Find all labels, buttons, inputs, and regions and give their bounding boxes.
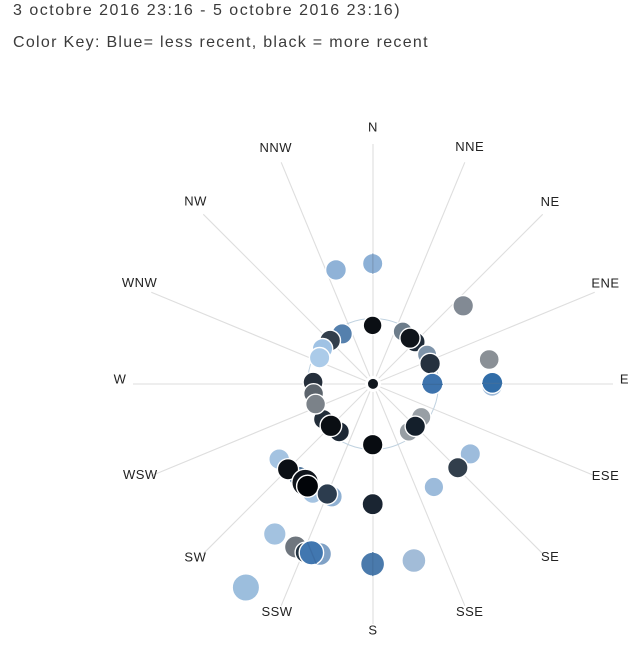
svg-text:E: E (620, 372, 629, 387)
svg-text:WNW: WNW (122, 275, 158, 290)
svg-text:S: S (368, 623, 377, 638)
svg-text:N: N (368, 120, 378, 135)
svg-text:NW: NW (184, 194, 207, 209)
svg-text:SSW: SSW (261, 604, 292, 619)
svg-text:ESE: ESE (592, 468, 620, 483)
svg-text:ENE: ENE (591, 275, 619, 290)
svg-text:NNE: NNE (455, 139, 484, 154)
svg-text:WSW: WSW (123, 467, 158, 482)
svg-text:NE: NE (541, 194, 560, 209)
svg-text:SE: SE (541, 549, 559, 564)
svg-text:W: W (114, 372, 127, 387)
svg-text:NNW: NNW (260, 140, 293, 155)
svg-text:SW: SW (184, 549, 206, 564)
svg-text:SSE: SSE (456, 604, 484, 619)
